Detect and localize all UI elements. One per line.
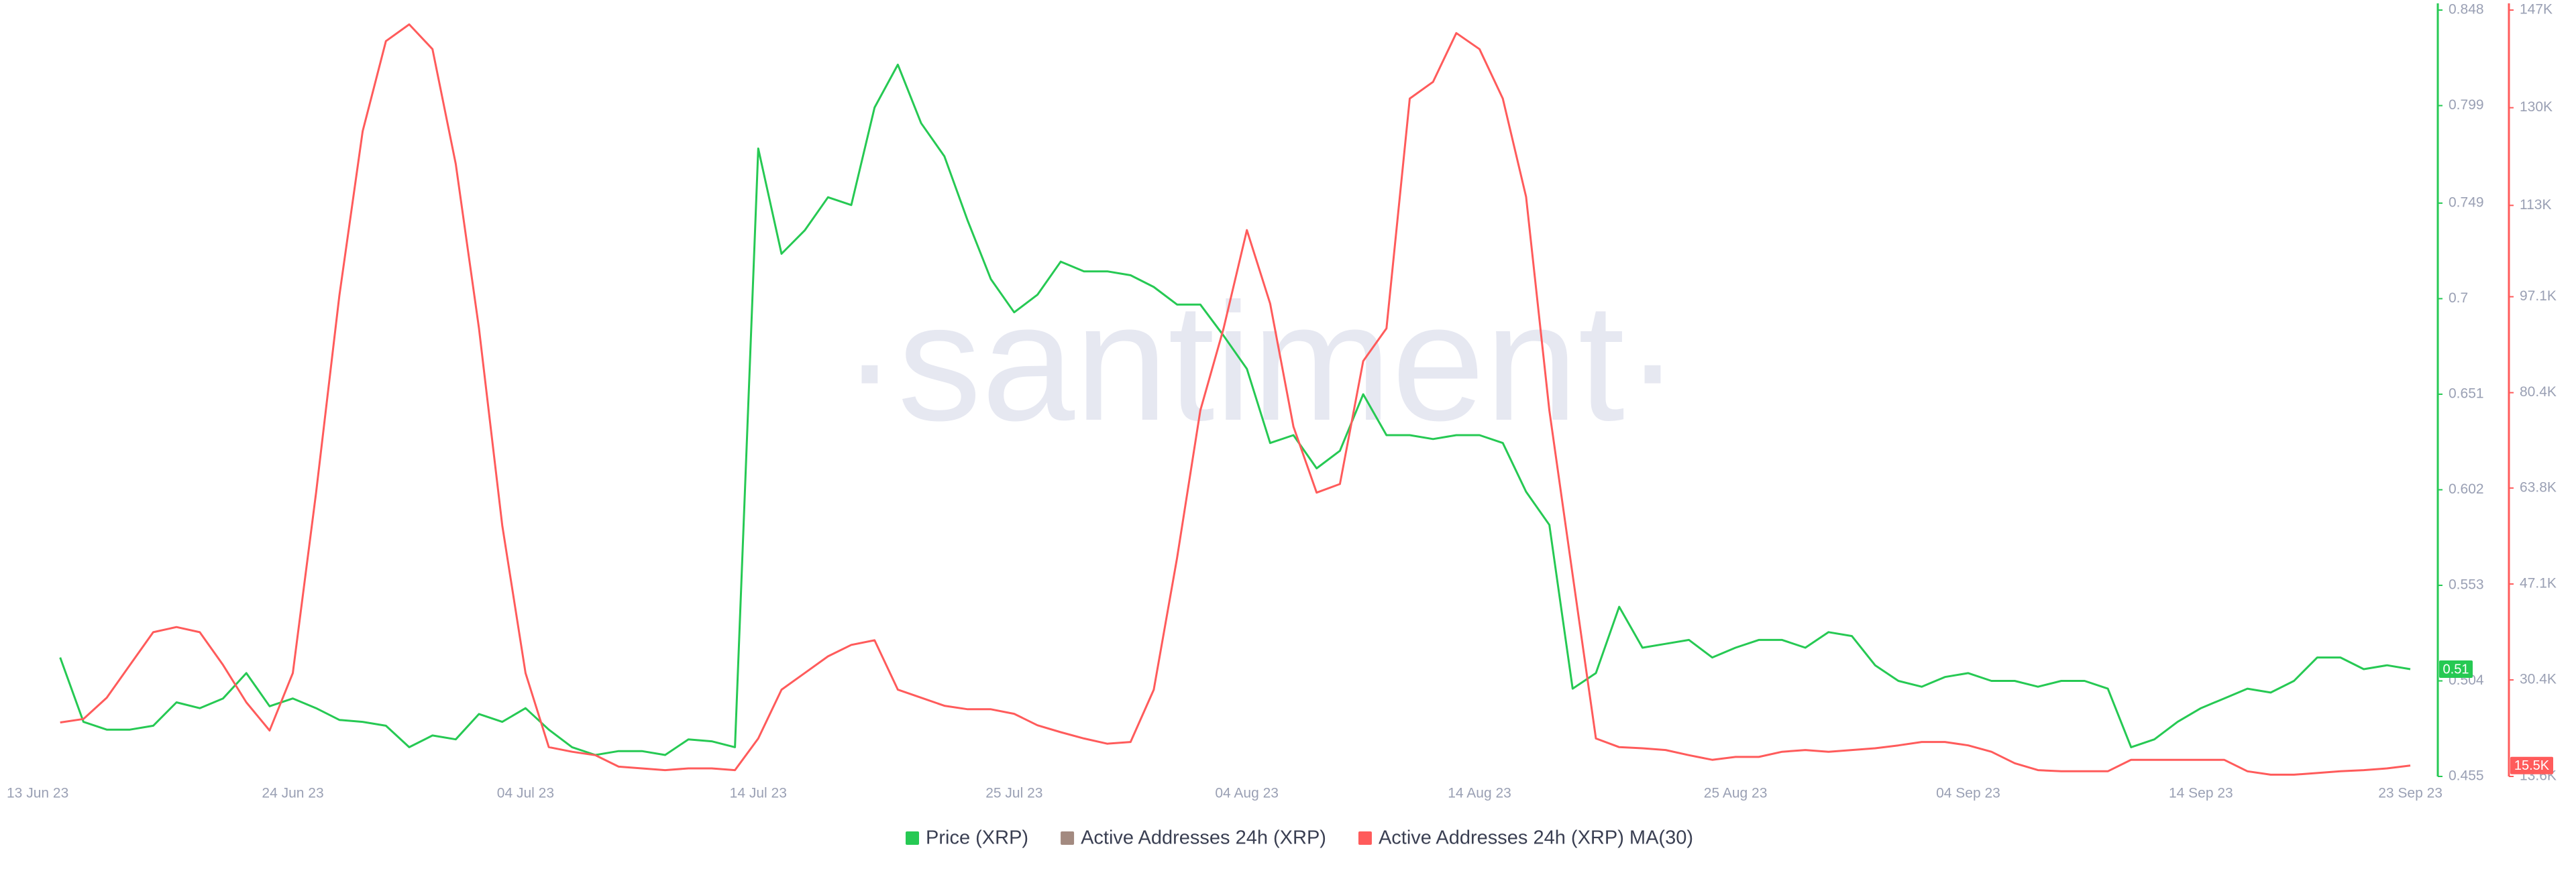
series-line: [59, 63, 2411, 756]
y-tick-label: 0.7: [2449, 290, 2468, 306]
x-tick-label: 14 Aug 23: [1448, 786, 1511, 801]
x-tick-label: 14 Sep 23: [2169, 786, 2233, 801]
y-tick-label: 0.455: [2449, 768, 2484, 784]
y2-tick-label: 130K: [2520, 99, 2553, 115]
y2-tick-label: 47.1K: [2520, 576, 2557, 591]
y-tick-label: 0.651: [2449, 386, 2484, 402]
y-tick-label: 0.848: [2449, 2, 2484, 17]
y-tick-label: 0.553: [2449, 577, 2484, 593]
y2-tick-label: 80.4K: [2520, 384, 2557, 400]
legend-label: Price (XRP): [926, 827, 1028, 849]
y-tick-label: 0.799: [2449, 97, 2484, 113]
x-tick-label: 04 Sep 23: [1936, 786, 2000, 801]
y2-tick-label: 63.8K: [2520, 479, 2557, 495]
legend-swatch: [1061, 831, 1075, 845]
y-tick-label: 0.602: [2449, 481, 2484, 497]
value-badge-label: 15.5K: [2514, 758, 2550, 773]
x-tick-label: 13 Jun 23: [7, 786, 68, 801]
watermark: ·santiment·: [842, 268, 1680, 455]
axes: 13 Jun 23 24 Jun 23 04 Jul 23 14 Jul 23 25 J…: [7, 2, 2557, 801]
x-tick-label: 24 Jun 23: [262, 786, 323, 801]
y2-tick-label: 113K: [2520, 197, 2552, 213]
x-tick-label: 23 Sep 23: [2378, 786, 2443, 801]
legend-label: Active Addresses 24h (XRP) MA(30): [1379, 827, 1693, 849]
value-badge: [2439, 660, 2473, 679]
series-line: [60, 23, 2411, 776]
legend-swatch: [1358, 831, 1372, 845]
x-tick-label: 04 Jul 23: [497, 786, 554, 801]
value-badge: [2510, 756, 2553, 774]
legend-label: Active Addresses 24h (XRP): [1081, 827, 1326, 849]
legend: Price (XRP) Active Addresses 24h (XRP) Act…: [906, 827, 1693, 849]
value-badge-label: 0.51: [2443, 662, 2469, 677]
x-tick-label: 25 Aug 23: [1704, 786, 1768, 801]
y2-tick-label: 30.4K: [2520, 672, 2557, 687]
y2-tick-label: 97.1K: [2520, 288, 2557, 304]
x-tick-label: 25 Jul 23: [985, 786, 1042, 801]
legend-swatch: [906, 831, 919, 845]
plot-area: [59, 23, 2411, 776]
x-tick-label: 04 Aug 23: [1215, 786, 1279, 801]
x-tick-label: 14 Jul 23: [730, 786, 787, 801]
y2-tick-label: 147K: [2520, 2, 2553, 17]
y-tick-label: 0.749: [2449, 194, 2484, 210]
